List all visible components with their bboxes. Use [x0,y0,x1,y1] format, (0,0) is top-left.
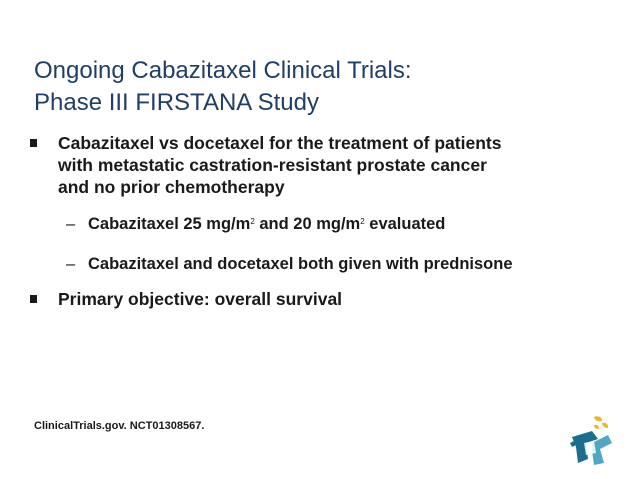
sub-bullet-1-part-2: and 20 mg/m [254,215,361,233]
sub-bullet-dash: – [66,255,76,273]
title-line-1: Ongoing Cabazitaxel Clinical Trials: [34,57,412,84]
sub-bullet-1-sup-2: 2 [360,217,365,226]
sub-bullet-2-text: Cabazitaxel and docetaxel both given wit… [88,255,513,273]
bullet-1-line-1: Cabazitaxel vs docetaxel for the treatme… [58,133,502,153]
sub-bullet-1-part-3: evaluated [364,215,446,233]
bullet-1-line-3: and no prior chemotherapy [58,177,285,197]
sub-bullet-1-sup-1: 2 [250,217,255,226]
bullet-1: Cabazitaxel vs docetaxel for the treatme… [30,132,610,198]
sub-bullet-1: – Cabazitaxel 25 mg/m2 and 20 mg/m2 evalu… [66,212,606,234]
sub-bullet-dash: – [66,215,76,233]
bullet-marker-icon [30,139,37,147]
sub-bullet-2: – Cabazitaxel and docetaxel both given wi… [66,254,606,274]
slide-title: Ongoing Cabazitaxel Clinical Trials: Pha… [34,55,614,119]
bullet-2-text: Primary objective: overall survival [58,288,610,310]
bullet-2: Primary objective: overall survival [30,288,610,310]
footer-citation: ClinicalTrials.gov. NCT01308567. [34,420,205,432]
sub-bullet-1-part-1: Cabazitaxel 25 mg/m [88,215,251,233]
bullet-1-text: Cabazitaxel vs docetaxel for the treatme… [58,132,610,198]
stylized-figure-logo-icon [570,416,612,465]
bullet-2-line-1: Primary objective: overall survival [58,289,343,309]
bullet-marker-icon [30,295,37,303]
title-line-2: Phase III FIRSTANA Study [34,89,319,116]
bullet-1-line-2: with metastatic castration-resistant pro… [58,155,487,175]
